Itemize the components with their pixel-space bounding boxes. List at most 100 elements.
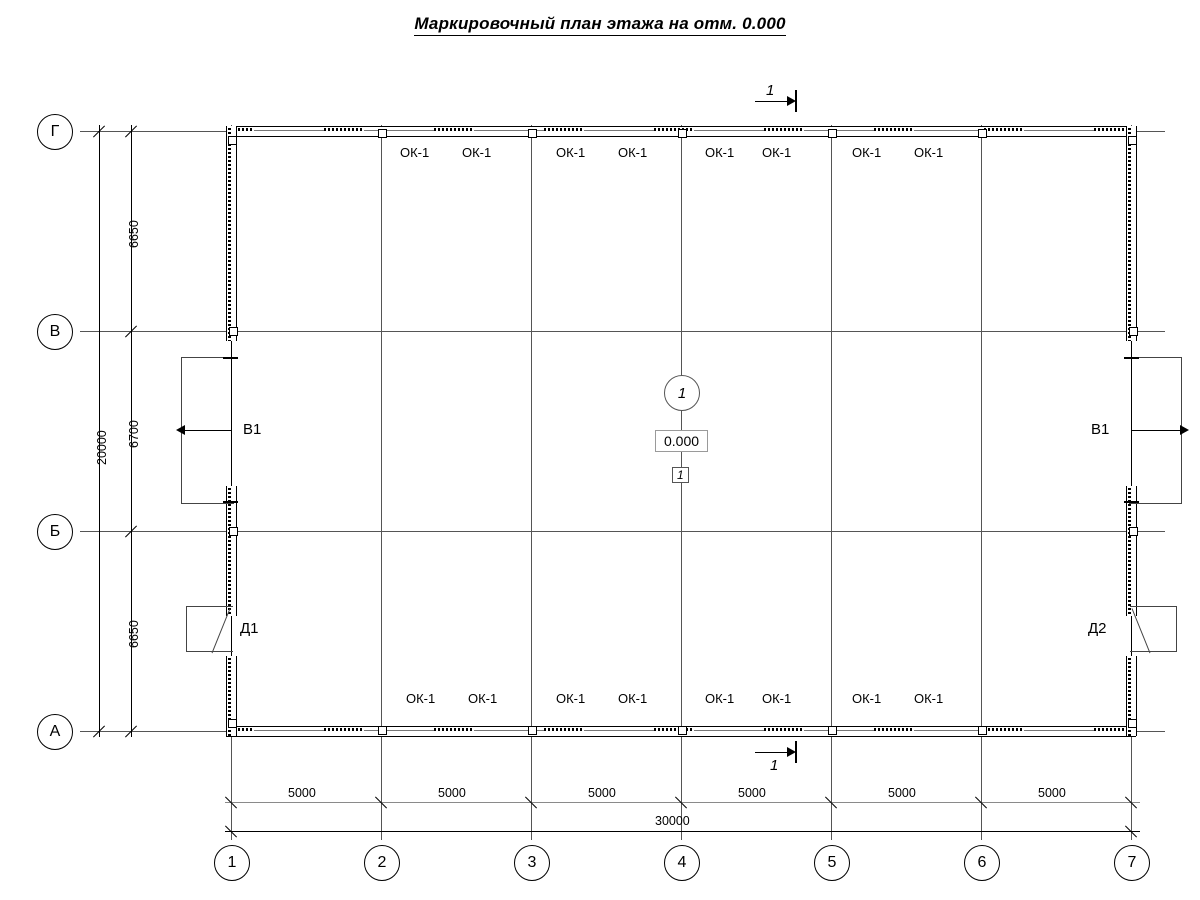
- wall-segment: [226, 486, 237, 616]
- window-glazing: [364, 726, 434, 737]
- column-marker: [228, 136, 237, 145]
- column-marker: [1129, 527, 1138, 536]
- column-marker: [678, 726, 687, 735]
- wall-segment: [324, 126, 364, 137]
- axis-bubble-label: 1: [227, 854, 237, 871]
- page-title-text: Маркировочный план этажа на отм. 0.000: [414, 14, 786, 36]
- column-marker: [228, 719, 237, 728]
- axis-bubble-3[interactable]: 3: [514, 845, 550, 881]
- elevation-tag: 0.000: [655, 430, 709, 452]
- window-label-ok1: ОК-1: [618, 145, 648, 160]
- wall-segment: [874, 726, 914, 737]
- door-right-label: Д2: [1088, 620, 1107, 637]
- window-glazing: [1024, 126, 1094, 137]
- dim-value-30000: 30000: [655, 814, 690, 828]
- window-glazing: [254, 126, 324, 137]
- wall-segment: [434, 726, 474, 737]
- window-glazing: [914, 726, 984, 737]
- window-label-ok1: ОК-1: [556, 145, 586, 160]
- column-marker: [229, 527, 238, 536]
- wall-segment: [324, 726, 364, 737]
- column-marker: [378, 129, 387, 138]
- wall-segment: [1126, 126, 1137, 341]
- gridline-col-1: [231, 125, 232, 840]
- wall-top: [226, 126, 1136, 137]
- window-label-ok1: ОК-1: [914, 145, 944, 160]
- gridline-col-2: [381, 125, 382, 840]
- axis-bubble-4[interactable]: 4: [664, 845, 700, 881]
- section-mark-bottom-line: [755, 752, 789, 753]
- gate-left-label: В1: [243, 421, 262, 438]
- column-marker: [978, 726, 987, 735]
- axis-bubble-V[interactable]: В: [37, 314, 73, 350]
- dim-value-20000: 20000: [95, 430, 109, 465]
- gate-left-cap-bottom: [223, 501, 238, 503]
- window-glazing: [254, 726, 324, 737]
- gridline-row-B: [80, 531, 1165, 532]
- door-left-leaf-box: [186, 606, 233, 652]
- axis-bubble-label: Б: [49, 523, 61, 540]
- floor-type-value: 1: [677, 468, 684, 482]
- dim-line-vertical-total: [99, 125, 100, 737]
- wall-segment: [1094, 726, 1136, 737]
- axis-bubble-5[interactable]: 5: [814, 845, 850, 881]
- axis-bubble-2[interactable]: 2: [364, 845, 400, 881]
- gate-right-arrow-line: [1131, 430, 1181, 431]
- axis-bubble-7[interactable]: 7: [1114, 845, 1150, 881]
- column-marker: [678, 129, 687, 138]
- window-glazing: [804, 726, 874, 737]
- axis-bubble-label: Г: [50, 123, 60, 140]
- column-marker: [1128, 136, 1137, 145]
- window-label-ok1: ОК-1: [406, 691, 436, 706]
- axis-bubble-label: 2: [377, 854, 387, 871]
- room-number-text: 1: [677, 384, 687, 402]
- gate-left-arrow-line: [181, 430, 231, 431]
- window-glazing: [914, 126, 984, 137]
- axis-bubble-label: 5: [827, 854, 837, 871]
- axis-bubble-A[interactable]: А: [37, 714, 73, 750]
- axis-bubble-6[interactable]: 6: [964, 845, 1000, 881]
- window-label-ok1: ОК-1: [468, 691, 498, 706]
- axis-bubble-label: 6: [977, 854, 987, 871]
- axis-bubble-G[interactable]: Г: [37, 114, 73, 150]
- column-marker: [378, 726, 387, 735]
- wall-segment: [874, 126, 914, 137]
- room-number-bubble: 1: [664, 375, 700, 411]
- wall-segment: [226, 126, 254, 137]
- wall-segment: [226, 656, 237, 736]
- window-glazing: [474, 726, 544, 737]
- column-marker: [1128, 719, 1137, 728]
- wall-right: [1126, 126, 1137, 736]
- window-glazing: [1024, 726, 1094, 737]
- axis-bubble-B[interactable]: Б: [37, 514, 73, 550]
- column-marker: [978, 129, 987, 138]
- wall-segment: [654, 126, 694, 137]
- window-glazing: [364, 126, 434, 137]
- door-right-leaf-box: [1130, 606, 1177, 652]
- gridline-col-6: [981, 125, 982, 840]
- window-label-ok1: ОК-1: [914, 691, 944, 706]
- wall-segment: [764, 126, 804, 137]
- section-mark-top-arrow: [787, 96, 796, 106]
- window-label-ok1: ОК-1: [852, 691, 882, 706]
- gate-jamb-line: [230, 341, 232, 486]
- gridline-col-7: [1131, 125, 1132, 840]
- gate-right-label: В1: [1091, 421, 1110, 438]
- wall-segment: [654, 726, 694, 737]
- window-glazing: [584, 726, 654, 737]
- window-label-ok1: ОК-1: [618, 691, 648, 706]
- dim-value-6700: 6700: [127, 420, 141, 448]
- axis-bubble-1[interactable]: 1: [214, 845, 250, 881]
- door-left-label: Д1: [240, 620, 259, 637]
- wall-segment: [434, 126, 474, 137]
- window-glazing: [584, 126, 654, 137]
- section-mark-top-line: [755, 101, 789, 102]
- axis-bubble-label: В: [49, 323, 61, 340]
- window-label-ok1: ОК-1: [400, 145, 430, 160]
- axis-bubble-label: 4: [677, 854, 687, 871]
- axis-bubble-label: 3: [527, 854, 537, 871]
- gate-left-arrowhead: [176, 425, 185, 435]
- wall-segment: [226, 126, 237, 341]
- section-mark-top-number: 1: [766, 82, 775, 99]
- section-mark-bottom-bar: [795, 741, 797, 763]
